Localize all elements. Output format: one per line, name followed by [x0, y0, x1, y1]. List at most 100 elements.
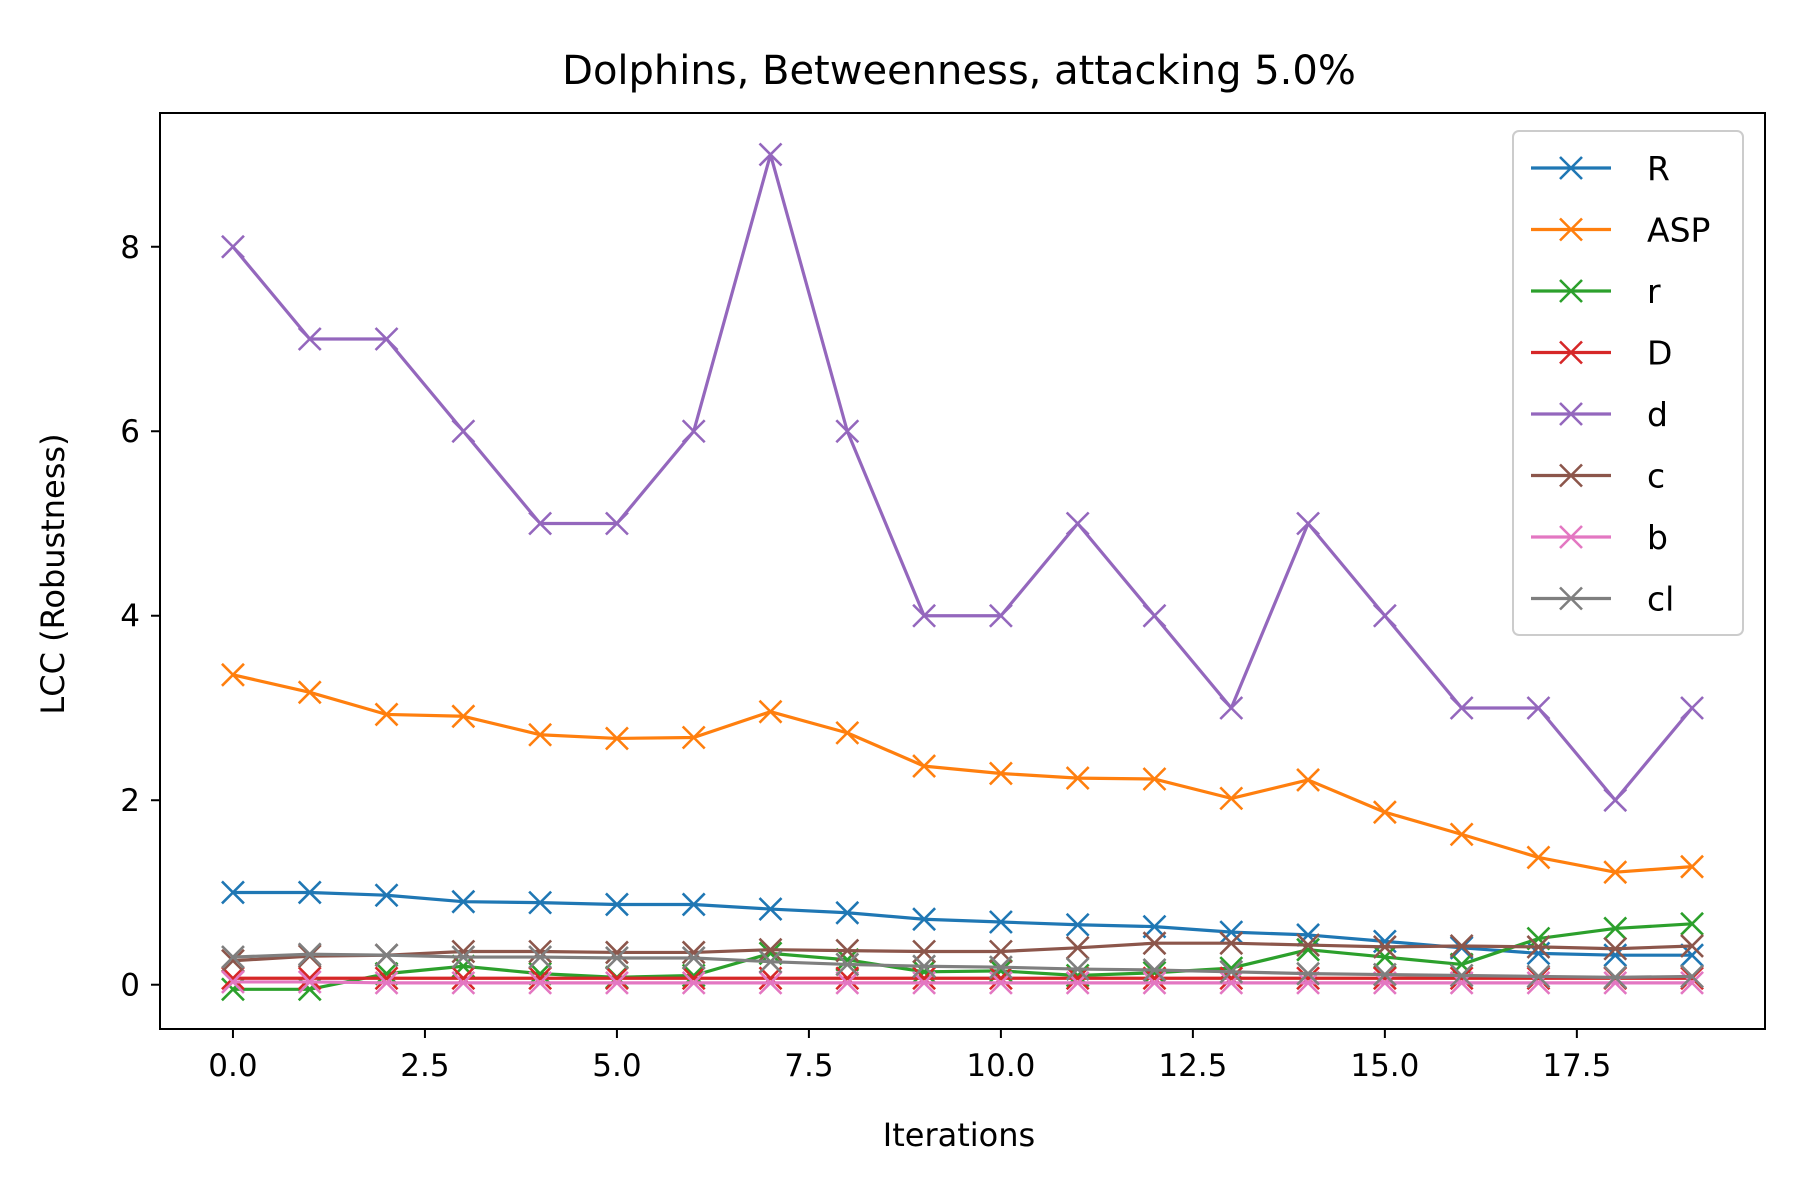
data-point-b — [605, 970, 629, 995]
x-tick-label: 15.0 — [1350, 1048, 1419, 1084]
data-point-R — [297, 880, 322, 905]
data-point-ASP — [1372, 800, 1397, 825]
data-point-c — [605, 940, 629, 965]
legend-label-R: R — [1647, 149, 1670, 188]
data-point-b — [1296, 970, 1320, 995]
data-point-R — [1449, 935, 1474, 960]
data-point-ASP — [297, 680, 322, 705]
data-point-D — [297, 966, 322, 991]
data-point-D — [681, 966, 706, 991]
data-point-R — [451, 889, 476, 914]
data-point-cl — [221, 945, 245, 969]
data-point-ASP — [758, 699, 783, 724]
data-point-R — [681, 892, 706, 917]
y-tick-label: 2 — [120, 783, 140, 819]
x-tick-label: 7.5 — [784, 1048, 833, 1084]
data-point-cl — [1372, 962, 1397, 987]
data-point-R — [528, 890, 553, 915]
data-point-b — [221, 970, 245, 994]
data-point-d — [605, 511, 629, 536]
series-ASP — [221, 662, 1704, 885]
data-point-c — [451, 939, 476, 964]
legend-marker-r — [1559, 279, 1583, 303]
x-tick-label: 0.0 — [208, 1048, 257, 1084]
data-point-R — [1065, 912, 1090, 937]
data-point-cl — [1219, 959, 1244, 984]
data-point-cl — [835, 952, 860, 977]
data-point-b — [528, 970, 553, 995]
data-point-cl — [1603, 965, 1628, 990]
data-point-r — [1296, 937, 1320, 962]
data-point-D — [221, 966, 245, 991]
legend-label-ASP: ASP — [1647, 211, 1710, 250]
data-point-d — [1526, 696, 1551, 720]
series-b — [221, 970, 1704, 995]
series-D — [221, 966, 1704, 991]
data-point-b — [912, 970, 937, 995]
data-point-b — [758, 970, 783, 995]
legend-label-d: d — [1647, 395, 1668, 434]
y-tick-label: 4 — [120, 599, 140, 635]
data-point-d — [1219, 696, 1244, 720]
data-point-d — [1142, 603, 1167, 628]
data-point-d — [1603, 788, 1628, 813]
data-point-D — [1296, 966, 1320, 991]
data-point-cl — [1142, 958, 1167, 982]
data-point-c — [1526, 934, 1551, 959]
data-point-ASP — [451, 704, 476, 729]
data-point-b — [374, 970, 399, 995]
data-point-ASP — [1219, 786, 1244, 811]
y-tick-label: 6 — [120, 414, 140, 450]
data-point-cl — [1526, 964, 1551, 989]
y-tick-label: 8 — [120, 230, 140, 266]
data-point-D — [912, 966, 937, 991]
data-point-D — [528, 966, 553, 991]
legend-marker-d — [1559, 402, 1583, 426]
data-point-R — [605, 892, 629, 917]
series-line-ASP — [232, 673, 1693, 874]
data-point-cl — [912, 954, 937, 979]
data-point-ASP — [374, 702, 399, 727]
data-point-c — [758, 937, 783, 962]
data-point-ASP — [1296, 768, 1320, 792]
data-point-c — [1219, 931, 1244, 956]
data-point-c — [1603, 936, 1628, 961]
legend-label-c: c — [1647, 457, 1665, 496]
data-point-cl — [451, 945, 476, 969]
x-axis-label: Iterations — [883, 1116, 1035, 1154]
data-point-d — [1449, 696, 1474, 720]
data-point-c — [221, 948, 245, 973]
data-point-cl — [1065, 957, 1090, 981]
data-point-D — [605, 966, 629, 991]
data-point-R — [374, 883, 399, 908]
data-point-b — [451, 970, 476, 995]
data-point-R — [835, 900, 860, 925]
legend-label-cl: cl — [1647, 580, 1674, 619]
data-point-cl — [1296, 961, 1320, 986]
data-point-d — [988, 603, 1013, 628]
series-cl — [221, 942, 1704, 990]
data-point-b — [835, 970, 860, 995]
data-point-d — [758, 142, 783, 167]
legend-marker-ASP — [1559, 217, 1583, 242]
data-point-d — [681, 419, 706, 444]
data-point-c — [1372, 934, 1397, 959]
data-point-cl — [681, 946, 706, 970]
data-point-ASP — [835, 720, 860, 745]
data-point-c — [1065, 935, 1090, 960]
data-point-D — [1065, 966, 1090, 991]
legend-marker-c — [1559, 463, 1583, 488]
data-point-c — [1142, 931, 1167, 956]
data-point-d — [451, 419, 476, 444]
series-line-c — [232, 941, 1693, 963]
data-point-c — [1449, 934, 1474, 958]
data-point-ASP — [912, 754, 937, 779]
data-point-cl — [374, 943, 399, 968]
data-point-ASP — [528, 722, 553, 747]
data-point-D — [1449, 966, 1474, 991]
plot-area: 0.0 2.5 5.0 7.5 10.0 12.5 15.0 17.5 0 2 4 6 8 — [120, 112, 1766, 1084]
data-point-ASP — [988, 761, 1013, 786]
data-point-D — [758, 966, 783, 991]
x-tick-label: 10.0 — [966, 1048, 1035, 1084]
x-tick-label: 2.5 — [400, 1048, 449, 1084]
